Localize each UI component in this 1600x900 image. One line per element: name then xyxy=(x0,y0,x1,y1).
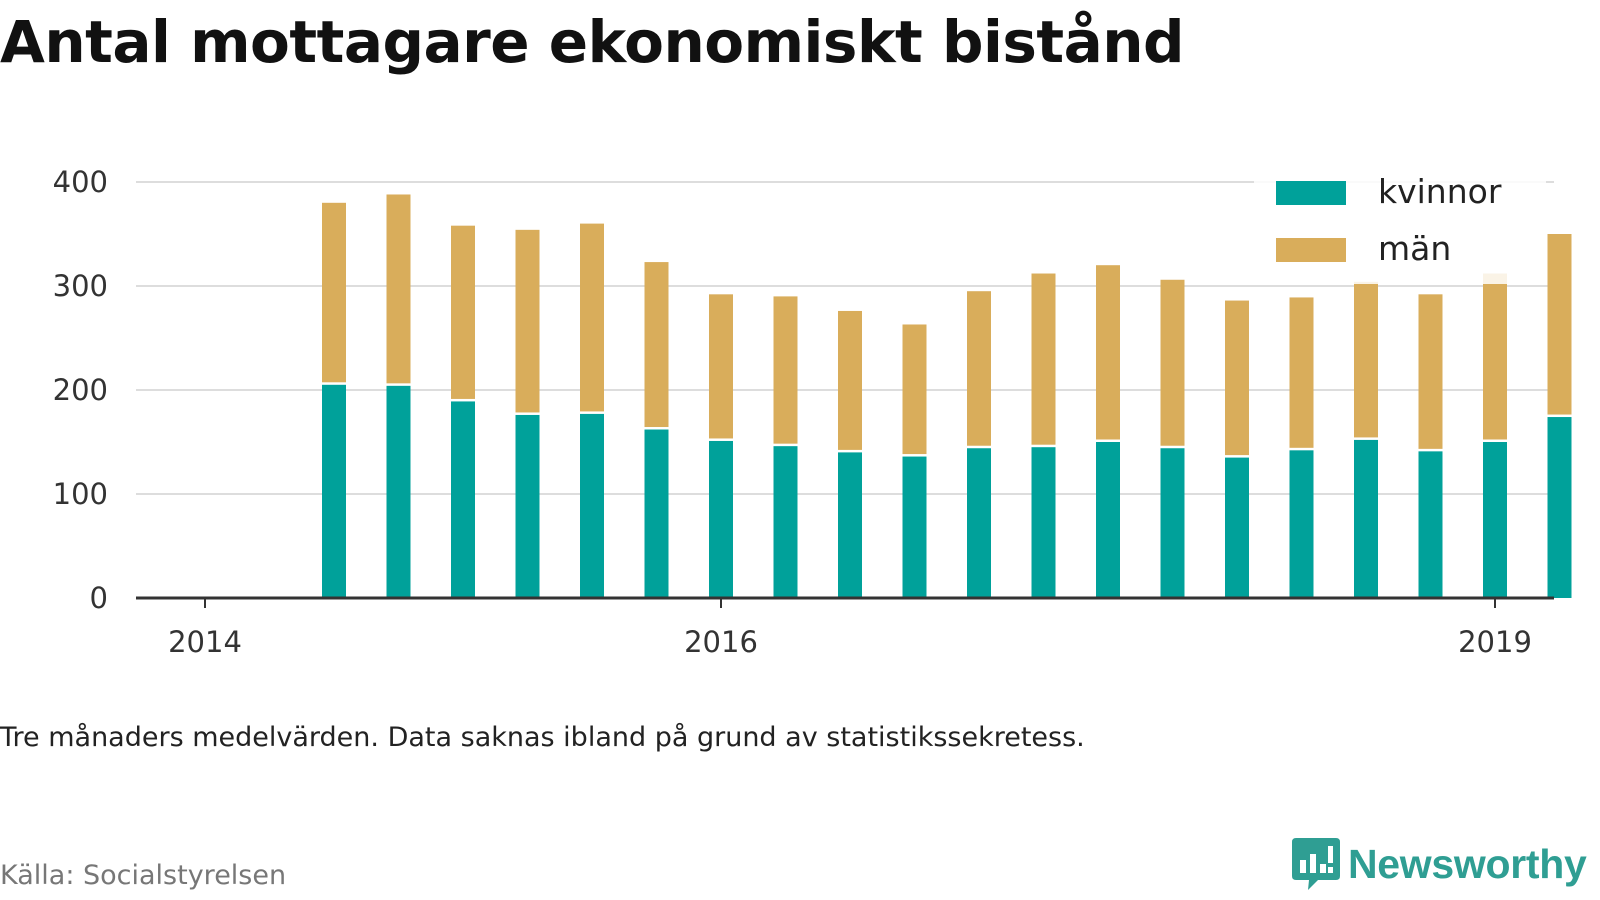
bar-kvinnor xyxy=(1289,450,1314,598)
bar-man xyxy=(1225,300,1249,456)
bar-man xyxy=(838,310,862,450)
bar-kvinnor xyxy=(322,384,346,598)
bar-kvinnor xyxy=(644,429,669,598)
bar-man xyxy=(1031,273,1056,445)
bar-kvinnor xyxy=(1160,448,1185,598)
bar-kvinnor xyxy=(515,414,540,598)
legend-label-man: män xyxy=(1378,229,1451,268)
newsworthy-logo: Newsworthy xyxy=(1292,838,1587,890)
bar-man xyxy=(1547,234,1572,415)
bar-man xyxy=(644,262,669,428)
bar-man xyxy=(1289,297,1314,448)
bar-kvinnor xyxy=(1225,457,1249,598)
bar-kvinnor xyxy=(1418,451,1443,598)
y-axis-ticks: 0 100 200 300 400 xyxy=(53,165,108,615)
bar-man xyxy=(902,324,927,455)
bar-kvinnor xyxy=(1031,447,1056,598)
bars xyxy=(322,194,1572,598)
bar-man xyxy=(1418,294,1443,449)
y-tick-label: 100 xyxy=(53,477,108,511)
bar-kvinnor xyxy=(902,456,927,598)
newsworthy-logo-text: Newsworthy xyxy=(1348,840,1587,887)
bar-man xyxy=(580,223,604,412)
x-tick-label: 2019 xyxy=(1458,625,1532,659)
legend: kvinnor män xyxy=(1254,168,1546,284)
bar-kvinnor xyxy=(1096,442,1120,598)
bar-kvinnor xyxy=(580,413,604,598)
bar-man xyxy=(1354,281,1378,438)
bar-kvinnor xyxy=(838,452,862,598)
source-label: Källa: Socialstyrelsen xyxy=(0,860,287,891)
bar-man xyxy=(515,229,540,413)
x-tick-label: 2016 xyxy=(684,625,758,659)
bar-man xyxy=(709,294,733,439)
chart-note: Tre månaders medelvärden. Data saknas ib… xyxy=(0,722,1085,753)
x-axis-ticks: 20142016201920212023 xyxy=(168,598,1532,659)
bar-kvinnor xyxy=(451,401,475,598)
bar-kvinnor xyxy=(709,440,733,598)
y-tick-label: 200 xyxy=(53,373,108,407)
bar-kvinnor xyxy=(386,385,411,598)
bar-man xyxy=(1483,273,1507,440)
bar-kvinnor xyxy=(1483,442,1507,598)
bar-man xyxy=(386,194,411,384)
bar-man xyxy=(451,225,475,399)
x-tick-label: 2014 xyxy=(168,625,242,659)
y-tick-label: 300 xyxy=(53,269,108,303)
newsworthy-chart-bubble-icon xyxy=(1292,838,1340,890)
bar-kvinnor xyxy=(1547,417,1572,598)
bar-man xyxy=(773,296,798,444)
bar-man xyxy=(322,202,346,383)
legend-swatch-man xyxy=(1276,238,1346,262)
chart-title: Antal mottagare ekonomiskt bistånd xyxy=(0,8,1185,76)
bar-man xyxy=(967,291,991,446)
legend-swatch-kvinnor xyxy=(1276,181,1346,205)
bar-kvinnor xyxy=(967,448,991,598)
bar-man xyxy=(1096,265,1120,440)
bar-kvinnor xyxy=(773,446,798,598)
y-tick-label: 0 xyxy=(90,581,108,615)
bar-man xyxy=(1160,279,1185,446)
bar-kvinnor xyxy=(1354,439,1378,598)
legend-label-kvinnor: kvinnor xyxy=(1378,172,1502,211)
y-tick-label: 400 xyxy=(53,165,108,199)
